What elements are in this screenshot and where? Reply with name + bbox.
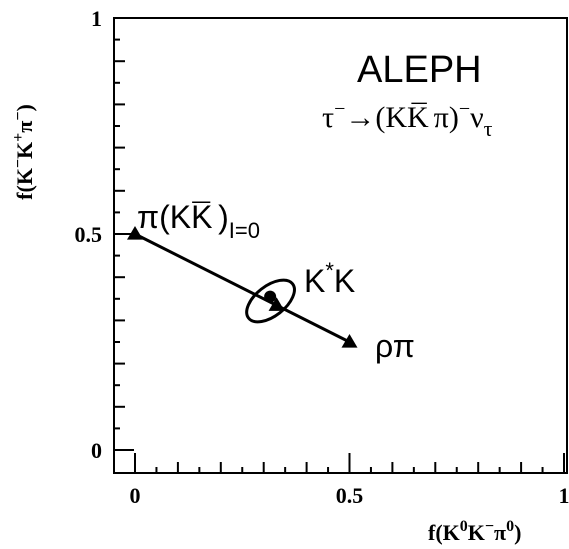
tick-labels: 0 0.5 1 0 0.5 1 [75, 6, 569, 508]
error-ellipse [245, 278, 296, 324]
x-tick-label: 0.5 [336, 483, 364, 508]
triangle-marker [127, 226, 143, 240]
x-tick-label: 1 [559, 483, 569, 508]
measurement-point [264, 290, 277, 303]
tick-marks [114, 17, 565, 473]
y-tick-label: 0.5 [75, 222, 103, 247]
label-pi-kk: π(KK¯)I=0 [137, 197, 260, 243]
chart-title: ALEPH [357, 49, 482, 91]
triangle-marker [268, 297, 285, 311]
x-axis-label: f(K0K−π0) [428, 518, 521, 545]
chart-subtitle: τ−→(KK¯ π)−ντ [322, 98, 493, 141]
subtitle-k-bar: ¯ [411, 99, 428, 132]
y-tick-label: 0 [91, 438, 102, 463]
markers [127, 226, 358, 348]
data-line [134, 232, 351, 344]
label-rho-pi: ρπ [375, 328, 415, 364]
y-axis-label: f(K−K+π−) [10, 104, 37, 200]
plot-frame [113, 17, 568, 474]
label-kstar-k: K*K [304, 258, 355, 299]
x-tick-label: 0 [130, 483, 141, 508]
triangle-marker [341, 334, 358, 348]
y-tick-label: 1 [91, 6, 102, 31]
